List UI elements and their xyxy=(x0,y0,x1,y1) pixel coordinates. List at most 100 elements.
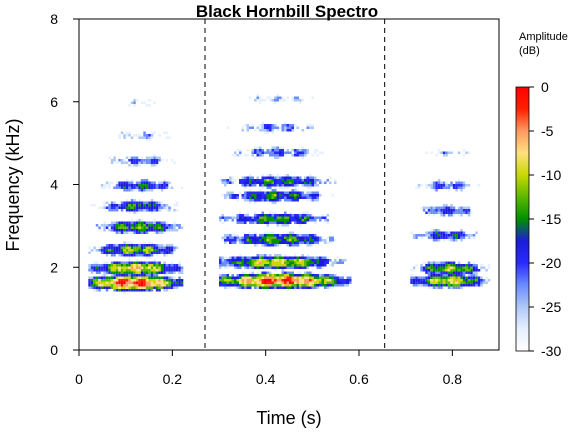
spectrogram-cell xyxy=(160,264,164,267)
spectrogram-cell xyxy=(158,249,161,252)
colorbar-tick-label: -30 xyxy=(541,343,561,359)
spectrogram-cell xyxy=(269,214,272,217)
spectrogram-cell xyxy=(175,264,179,267)
spectrogram-cell xyxy=(118,224,121,227)
spectrogram-cell xyxy=(442,284,446,287)
spectrogram-cell xyxy=(246,181,249,184)
spectrogram-cell xyxy=(135,231,139,234)
spectrogram-cell xyxy=(120,251,124,254)
spectrogram-cell xyxy=(254,191,257,194)
spectrogram-cell xyxy=(160,286,164,289)
spectrogram-cell xyxy=(244,184,247,187)
spectrogram-cell xyxy=(457,276,461,279)
spectrogram-cell xyxy=(105,244,109,247)
spectrogram-cell xyxy=(98,271,101,274)
spectrogram-cell xyxy=(281,236,284,239)
spectrogram-cell xyxy=(254,259,257,262)
spectrogram-cell xyxy=(148,206,151,209)
spectrogram-cell xyxy=(226,259,229,262)
spectrogram-cell xyxy=(130,184,134,187)
spectrogram-cell xyxy=(271,181,274,184)
spectrogram-cell xyxy=(437,271,441,274)
spectrogram-cell xyxy=(249,259,252,262)
spectrogram-cell xyxy=(120,264,124,267)
spectrogram-cell xyxy=(128,249,131,252)
spectrogram-cell xyxy=(314,199,317,202)
spectrogram-cell xyxy=(309,191,312,194)
spectrogram-cell xyxy=(246,239,249,242)
colorbar-tick-label: -10 xyxy=(541,167,561,183)
spectrogram-cell xyxy=(311,194,314,197)
spectrogram-cell xyxy=(472,279,476,282)
spectrogram-cell xyxy=(271,286,274,289)
spectrogram-cell xyxy=(311,184,314,187)
spectrogram-cell xyxy=(239,191,242,194)
spectrogram-cell xyxy=(470,234,473,237)
spectrogram-cell xyxy=(316,149,319,152)
spectrogram-cell xyxy=(284,181,287,184)
spectrogram-cell xyxy=(462,204,466,207)
spectrogram-cell xyxy=(180,251,184,254)
spectrogram-cell xyxy=(264,256,267,259)
spectrogram-cell xyxy=(221,181,224,184)
spectrogram-cell xyxy=(281,231,284,234)
spectrogram-cell xyxy=(125,271,129,274)
spectrogram-cell xyxy=(299,216,302,219)
spectrogram-cell xyxy=(249,274,252,277)
spectrogram-cell xyxy=(259,124,262,127)
spectrogram-cell xyxy=(294,176,297,179)
spectrogram-cell xyxy=(309,196,312,199)
spectrogram-cell xyxy=(304,149,307,152)
spectrogram-cell xyxy=(120,221,124,224)
spectrogram-cell xyxy=(135,159,139,162)
spectrogram-cell xyxy=(346,279,349,282)
spectrogram-cell xyxy=(254,219,257,222)
spectrogram-cell xyxy=(113,269,116,272)
spectrogram-cell xyxy=(450,204,453,207)
spectrogram-cell xyxy=(301,236,304,239)
spectrogram-cell xyxy=(291,194,294,197)
spectrogram-cell xyxy=(150,161,154,164)
spectrogram-cell xyxy=(467,211,471,214)
spectrogram-cell xyxy=(244,284,247,287)
spectrogram-cell xyxy=(301,101,304,104)
spectrogram-cell xyxy=(299,154,302,157)
spectrogram-cell xyxy=(93,266,96,269)
spectrogram-cell xyxy=(246,241,249,244)
spectrogram-cell xyxy=(148,226,151,229)
spectrogram-cell xyxy=(294,181,297,184)
spectrogram-cell xyxy=(286,244,289,247)
call-2 xyxy=(219,94,352,292)
spectrogram-cell xyxy=(276,259,279,262)
spectrogram-cell xyxy=(251,194,254,197)
spectrogram-cell xyxy=(452,209,456,212)
spectrogram-cell xyxy=(435,266,438,269)
spectrogram-cell xyxy=(224,241,227,244)
spectrogram-cell xyxy=(98,286,101,289)
spectrogram-cell xyxy=(324,216,327,219)
spectrogram-cell xyxy=(148,286,151,289)
spectrogram-cell xyxy=(482,276,486,279)
spectrogram-cell xyxy=(334,261,337,264)
spectrogram-cell xyxy=(226,236,229,239)
spectrogram-cell xyxy=(430,281,433,284)
spectrogram-cell xyxy=(118,229,121,232)
spectrogram-cell xyxy=(420,269,423,272)
spectrogram-cell xyxy=(148,276,151,279)
spectrogram-cell xyxy=(430,151,433,154)
spectrogram-cell xyxy=(125,266,129,269)
spectrogram-cell xyxy=(276,146,279,149)
spectrogram-cell xyxy=(145,189,149,192)
spectrogram-cell xyxy=(163,224,166,227)
spectrogram-cell xyxy=(309,274,312,277)
spectrogram-cell xyxy=(269,271,272,274)
spectrogram-cell xyxy=(264,259,267,262)
spectrogram-cell xyxy=(264,131,267,134)
spectrogram-cell xyxy=(155,281,159,284)
spectrogram-cell xyxy=(442,154,446,157)
spectrogram-cell xyxy=(440,234,443,237)
spectrogram-cell xyxy=(279,181,282,184)
spectrogram-cell xyxy=(427,206,431,209)
spectrogram-cell xyxy=(319,219,322,222)
spectrogram-cell xyxy=(261,236,264,239)
